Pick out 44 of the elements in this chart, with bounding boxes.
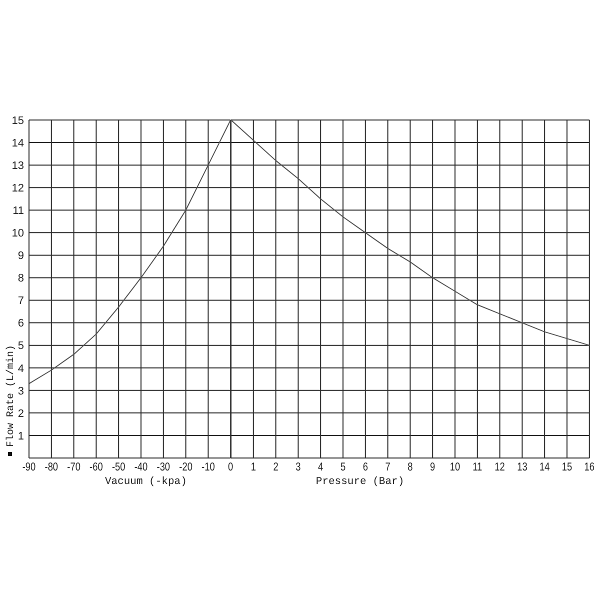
x-tick-label: -90 <box>22 462 36 474</box>
y-tick-label: 10 <box>12 228 24 240</box>
x-tick-label: -40 <box>134 462 148 474</box>
y-tick-label: 13 <box>12 160 24 172</box>
y-tick-label: 6 <box>18 318 24 330</box>
x-tick-label: 15 <box>561 462 572 474</box>
y-axis-title: Flow Rate (L/min) <box>5 344 17 447</box>
y-tick-label: 4 <box>18 362 24 375</box>
y-tick-label: 1 <box>18 430 24 442</box>
x-axis-title: Vacuum (-kpa) <box>104 476 187 488</box>
y-tick-label: 8 <box>18 272 24 285</box>
y-tick-label: 3 <box>18 385 24 398</box>
x-tick-label: 7 <box>384 462 390 474</box>
x-tick-label: -80 <box>44 462 58 474</box>
x-tick-label: -30 <box>156 462 170 474</box>
y-tick-label: 7 <box>18 295 24 308</box>
y-tick-label: 2 <box>18 408 24 420</box>
x-tick-label: -70 <box>67 462 81 474</box>
x-tick-label: 3 <box>295 462 301 474</box>
x-tick-label: 10 <box>449 462 460 474</box>
x-tick-label: 6 <box>362 462 368 474</box>
x-tick-label: -50 <box>112 462 126 474</box>
x-tick-label: 4 <box>318 462 323 474</box>
x-tick-label: 16 <box>584 462 594 474</box>
y-tick-label: 9 <box>18 250 24 262</box>
x-tick-label: 1 <box>250 462 256 474</box>
y-tick-label: 14 <box>12 137 24 150</box>
x-tick-label: 5 <box>340 462 346 474</box>
x-tick-label: 13 <box>516 462 528 474</box>
x-tick-label: -10 <box>202 462 216 474</box>
x-tick-label: 0 <box>228 462 234 474</box>
x-tick-label: 14 <box>539 462 550 474</box>
x-tick-label: 9 <box>430 462 435 474</box>
x-tick-label: 11 <box>472 462 482 474</box>
x-axis-title: Pressure (Bar) <box>316 476 404 488</box>
y-tick-label: 15 <box>12 114 24 127</box>
x-tick-label: -20 <box>179 462 193 474</box>
x-tick-label: 12 <box>494 462 505 474</box>
y-tick-label: 5 <box>18 340 24 352</box>
y-tick-label: 11 <box>12 205 24 218</box>
x-tick-label: -60 <box>90 462 104 474</box>
x-tick-label: 2 <box>272 462 278 474</box>
y-tick-label: 12 <box>12 182 24 195</box>
x-tick-label: 8 <box>407 462 413 474</box>
